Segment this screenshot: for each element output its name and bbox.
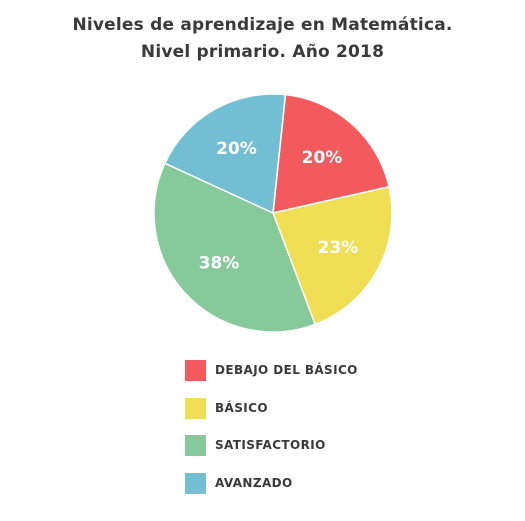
pie-slice-4 [163,93,287,215]
legend-label-3: SATISFACTORIO [215,438,326,453]
chart-title: Niveles de aprendizaje en Matemática. [72,15,453,35]
legend-label-2: BÁSICO [215,400,268,415]
legend-swatch-2 [185,397,206,419]
chart-title-block: Niveles de aprendizaje en Matemática. Ni… [0,12,525,66]
legend-label-1: DEBAJO DEL BÁSICO [215,363,358,377]
pie-slice-label-3: 38% [199,253,240,273]
pie-slice-label-2: 23% [318,238,359,258]
pie-slice-label-4: 20% [216,139,257,159]
pie-slice-label-1: 20% [302,148,343,168]
pie-slice-1 [272,93,390,214]
pie-slice-3 [153,162,317,333]
legend-swatch-1 [185,360,206,381]
chart-subtitle: Nivel primario. Año 2018 [140,42,385,62]
legend-swatch-3 [185,435,206,457]
legend-label-4: AVANZADO [215,476,293,491]
legend-swatch-4 [185,473,206,495]
